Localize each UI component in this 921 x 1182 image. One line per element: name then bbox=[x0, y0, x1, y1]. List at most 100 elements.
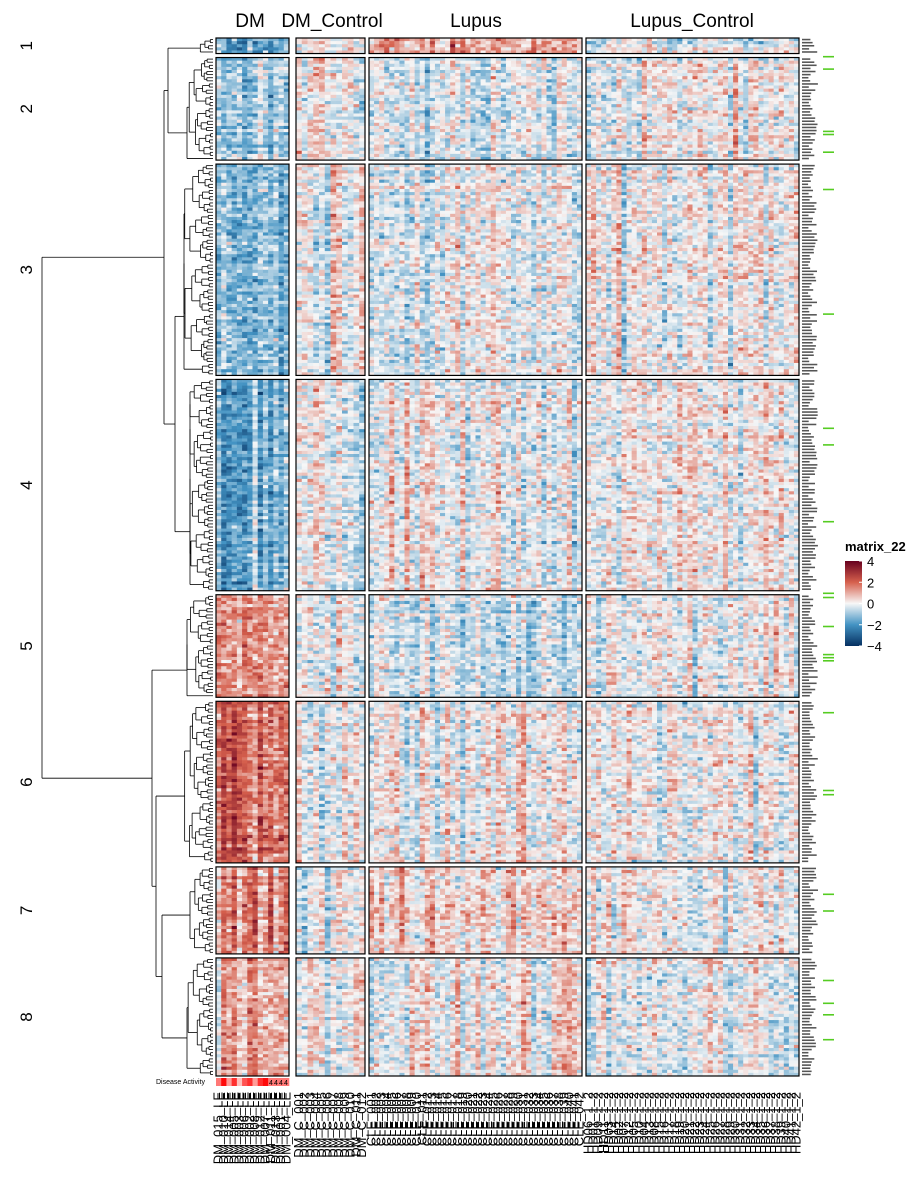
heatmap-cell bbox=[257, 101, 264, 105]
heatmap-cell bbox=[324, 57, 331, 61]
heatmap-cell bbox=[221, 147, 227, 152]
heatmap-cell bbox=[278, 254, 285, 258]
heatmap-cell bbox=[662, 107, 668, 111]
heatmap-cell bbox=[359, 150, 366, 155]
heatmap-cell bbox=[389, 91, 395, 96]
heatmap-cell bbox=[763, 50, 769, 54]
heatmap-cell bbox=[226, 210, 232, 215]
heatmap-cell bbox=[414, 47, 421, 51]
heatmap-cell bbox=[783, 147, 790, 152]
heatmap-cell bbox=[616, 82, 622, 86]
heatmap-cell bbox=[419, 104, 426, 108]
heatmap-cell bbox=[460, 38, 466, 42]
heatmap-cell bbox=[268, 179, 274, 184]
heatmap-cell bbox=[465, 57, 471, 61]
heatmap-cell bbox=[556, 116, 563, 121]
heatmap-cell bbox=[324, 147, 331, 152]
heatmap-cell bbox=[455, 135, 461, 139]
heatmap-cell bbox=[465, 69, 471, 74]
heatmap-cell bbox=[359, 107, 366, 111]
heatmap-cell bbox=[586, 41, 592, 45]
heatmap-cell bbox=[561, 88, 568, 93]
heatmap-cell bbox=[307, 144, 314, 149]
heatmap-cell bbox=[778, 141, 785, 145]
heatmap-cell bbox=[667, 91, 673, 96]
heatmap-cell bbox=[301, 104, 308, 108]
heatmap-cell bbox=[561, 47, 568, 51]
heatmap-cell bbox=[273, 153, 279, 158]
heatmap-cell bbox=[495, 150, 502, 155]
heatmap-cell bbox=[692, 129, 698, 133]
heatmap-cell bbox=[226, 138, 232, 142]
heatmap-cell bbox=[783, 122, 790, 127]
heatmap-cell bbox=[758, 144, 764, 149]
heatmap-cell bbox=[419, 38, 426, 42]
heatmap-cell bbox=[697, 144, 703, 149]
heatmap-cell bbox=[221, 269, 227, 274]
heatmap-cell bbox=[268, 260, 274, 264]
heatmap-cell bbox=[561, 110, 568, 114]
heatmap-cell bbox=[616, 50, 622, 54]
heatmap-cell bbox=[419, 125, 426, 130]
heatmap-cell bbox=[242, 110, 248, 114]
heatmap-cell bbox=[216, 294, 222, 299]
heatmap-cell bbox=[692, 122, 698, 127]
heatmap-cell bbox=[342, 57, 349, 61]
heatmap-cell bbox=[236, 198, 243, 202]
heatmap-cell bbox=[283, 241, 290, 246]
heatmap-cell bbox=[353, 57, 360, 61]
heatmap-cell bbox=[495, 82, 502, 86]
heatmap-cell bbox=[278, 244, 285, 249]
heatmap-cell bbox=[651, 101, 658, 105]
heatmap-cell bbox=[733, 116, 739, 121]
heatmap-cell bbox=[455, 104, 461, 108]
heatmap-cell bbox=[505, 76, 512, 80]
heatmap-cell bbox=[783, 104, 790, 108]
heatmap-cell bbox=[601, 38, 607, 42]
heatmap-cell bbox=[283, 198, 290, 202]
heatmap-cell bbox=[505, 97, 512, 102]
heatmap-cell bbox=[531, 88, 537, 93]
heatmap-cell bbox=[651, 104, 658, 108]
heatmap-cell bbox=[743, 104, 749, 108]
heatmap-cell bbox=[242, 235, 248, 240]
heatmap-cell bbox=[424, 129, 431, 133]
heatmap-cell bbox=[342, 47, 349, 51]
heatmap-cell bbox=[273, 300, 279, 305]
heatmap-cell bbox=[541, 94, 547, 99]
heatmap-cell bbox=[596, 57, 602, 61]
heatmap-cell bbox=[389, 116, 395, 121]
heatmap-cell bbox=[278, 226, 285, 230]
heatmap-cell bbox=[216, 207, 222, 212]
heatmap-cell bbox=[621, 60, 627, 65]
heatmap-cell bbox=[262, 147, 269, 152]
heatmap-cell bbox=[521, 141, 527, 145]
heatmap-cell bbox=[455, 141, 461, 145]
heatmap-cell bbox=[783, 63, 790, 68]
heatmap-cell bbox=[424, 76, 431, 80]
heatmap-cell bbox=[722, 88, 729, 93]
heatmap-cell bbox=[551, 50, 557, 54]
heatmap-cell bbox=[475, 147, 481, 152]
heatmap-cell bbox=[561, 153, 568, 158]
heatmap-cell bbox=[707, 38, 714, 42]
heatmap-cell bbox=[257, 44, 264, 48]
heatmap-cell bbox=[394, 144, 400, 149]
heatmap-cell bbox=[268, 122, 274, 127]
heatmap-cell bbox=[257, 41, 264, 45]
heatmap-cell bbox=[672, 135, 678, 139]
heatmap-cell bbox=[268, 132, 274, 136]
heatmap-cell bbox=[283, 319, 290, 323]
heatmap-cell bbox=[324, 91, 331, 96]
heatmap-cell bbox=[738, 129, 744, 133]
heatmap-cell bbox=[611, 41, 617, 45]
heatmap-cell bbox=[773, 69, 780, 74]
heatmap-cell bbox=[521, 69, 527, 74]
heatmap-cell bbox=[748, 60, 754, 65]
heatmap-cell bbox=[283, 322, 290, 327]
heatmap-cell bbox=[778, 144, 785, 149]
heatmap-cell bbox=[313, 150, 320, 155]
heatmap-cell bbox=[556, 147, 563, 152]
heatmap-cell bbox=[480, 50, 486, 54]
heatmap-cell bbox=[626, 156, 632, 161]
